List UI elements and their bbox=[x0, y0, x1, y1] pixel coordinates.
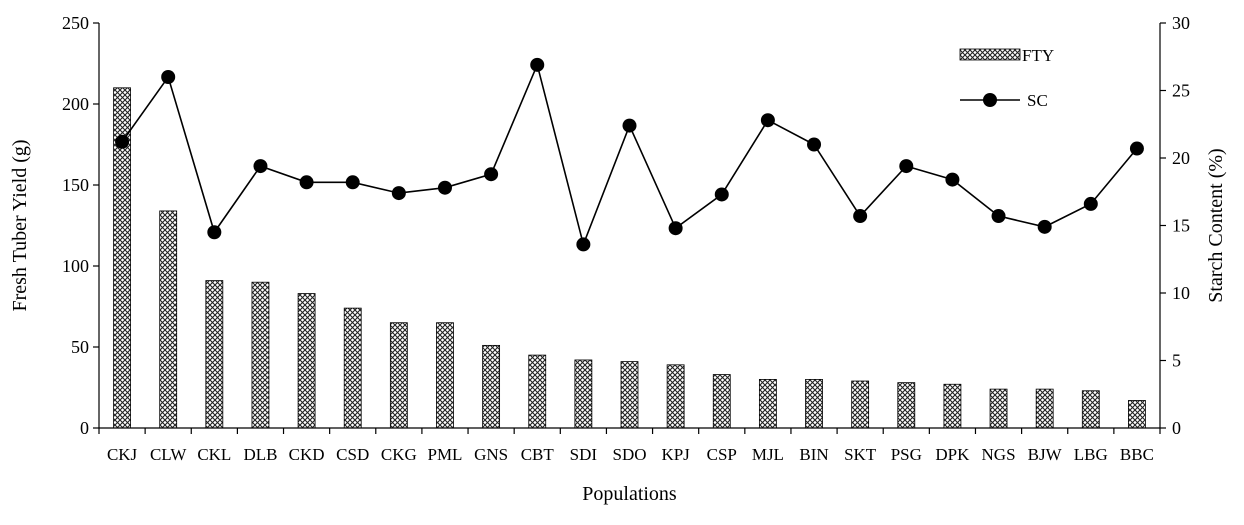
x-axis-title: Populations bbox=[582, 483, 677, 505]
fty-bar bbox=[1128, 400, 1146, 429]
fty-bar bbox=[389, 322, 408, 429]
fty-bar bbox=[528, 354, 547, 429]
sc-marker bbox=[161, 70, 176, 84]
sc-marker bbox=[1037, 219, 1052, 234]
y2-tick-label: 10 bbox=[1172, 283, 1190, 303]
category-label: DLB bbox=[243, 445, 277, 464]
category-label: SKT bbox=[844, 445, 877, 464]
category-label: SDO bbox=[612, 445, 646, 464]
fty-bar bbox=[851, 380, 870, 429]
fty-bar bbox=[1035, 388, 1054, 429]
legend-fty-swatch bbox=[959, 48, 1021, 61]
category-label: GNS bbox=[474, 445, 508, 464]
y2-tick-label: 25 bbox=[1172, 81, 1190, 101]
fty-bar bbox=[159, 210, 178, 429]
left-axis-ticks: 0 50 100 150 200 250 bbox=[62, 13, 99, 438]
fty-bar bbox=[343, 307, 362, 429]
sc-marker bbox=[1129, 141, 1144, 156]
category-label: CSD bbox=[336, 445, 369, 464]
category-label: PML bbox=[427, 445, 462, 464]
right-axis-ticks: 0 5 10 15 20 25 30 bbox=[1160, 13, 1190, 438]
category-labels: CKJ CLW CKL DLB CKD CSD CKG PML GNS CBT SDI SDO KPJ C… bbox=[98, 428, 1161, 464]
fty-bar bbox=[297, 293, 316, 429]
sc-line bbox=[121, 62, 1138, 248]
y2-tick-label: 15 bbox=[1172, 216, 1190, 236]
fty-bar bbox=[758, 378, 777, 429]
fty-bar bbox=[574, 359, 593, 429]
fty-bar bbox=[712, 374, 731, 429]
sc-marker bbox=[668, 221, 683, 236]
sc-marker bbox=[207, 225, 222, 240]
sc-marker bbox=[115, 134, 130, 149]
category-label: CKJ bbox=[107, 445, 138, 464]
fty-bar bbox=[205, 280, 224, 429]
category-label: CKL bbox=[197, 445, 231, 464]
sc-marker bbox=[945, 172, 960, 187]
fty-bar bbox=[805, 378, 823, 429]
sc-marker bbox=[1083, 196, 1098, 211]
category-label: LBG bbox=[1074, 445, 1108, 464]
y-tick-label: 250 bbox=[62, 13, 89, 33]
category-label: PSG bbox=[891, 445, 922, 464]
category-label: CSP bbox=[707, 445, 737, 464]
y-tick-label: 0 bbox=[80, 418, 89, 438]
category-label: KPJ bbox=[661, 445, 690, 464]
y-tick-label: 100 bbox=[62, 256, 89, 276]
fty-bars bbox=[113, 87, 1146, 429]
category-label: CLW bbox=[150, 445, 187, 464]
fty-bar bbox=[482, 344, 501, 429]
category-label: CBT bbox=[521, 445, 555, 464]
category-label: DPK bbox=[935, 445, 970, 464]
category-label: CKG bbox=[381, 445, 417, 464]
legend-sc-label: SC bbox=[1027, 91, 1048, 110]
sc-marker bbox=[807, 137, 822, 152]
fty-bar bbox=[897, 382, 916, 429]
sc-marker bbox=[576, 237, 591, 252]
category-label: NGS bbox=[982, 445, 1016, 464]
sc-marker bbox=[391, 186, 406, 201]
fty-bar bbox=[666, 364, 685, 429]
fty-bar bbox=[251, 281, 270, 429]
sc-marker bbox=[484, 167, 499, 182]
y2-tick-label: 5 bbox=[1172, 351, 1181, 371]
category-label: BJW bbox=[1028, 445, 1063, 464]
y2-tick-label: 20 bbox=[1172, 148, 1190, 168]
fty-bar bbox=[989, 388, 1008, 429]
sc-marker bbox=[622, 118, 637, 133]
legend-sc-marker bbox=[983, 93, 997, 107]
category-label: SDI bbox=[570, 445, 598, 464]
y2-axis-title: Starch Content (%) bbox=[1205, 148, 1227, 302]
category-label: MJL bbox=[752, 445, 784, 464]
y-axis-title: Fresh Tuber Yield (g) bbox=[9, 139, 31, 311]
y-tick-label: 150 bbox=[62, 175, 89, 195]
sc-marker bbox=[899, 159, 914, 174]
category-label: BIN bbox=[799, 445, 828, 464]
sc-marker bbox=[299, 175, 314, 190]
y-tick-label: 50 bbox=[71, 337, 89, 357]
sc-line-series bbox=[115, 57, 1144, 252]
legend: FTY SC bbox=[959, 46, 1054, 110]
sc-marker bbox=[714, 187, 729, 202]
fty-bar bbox=[1081, 390, 1100, 429]
sc-marker bbox=[760, 113, 775, 128]
sc-marker bbox=[530, 57, 545, 72]
legend-fty-label: FTY bbox=[1022, 46, 1054, 65]
category-label: BBC bbox=[1120, 445, 1154, 464]
sc-marker bbox=[253, 159, 268, 174]
fty-bar bbox=[620, 361, 639, 429]
sc-marker bbox=[345, 175, 360, 190]
fty-bar bbox=[943, 383, 962, 429]
category-label: CKD bbox=[289, 445, 325, 464]
sc-marker bbox=[437, 180, 452, 195]
y2-tick-label: 30 bbox=[1172, 13, 1190, 33]
y2-tick-label: 0 bbox=[1172, 418, 1181, 438]
y-tick-label: 200 bbox=[62, 94, 89, 114]
fty-bar bbox=[436, 322, 454, 429]
sc-marker bbox=[853, 209, 868, 224]
sc-marker bbox=[991, 209, 1006, 224]
